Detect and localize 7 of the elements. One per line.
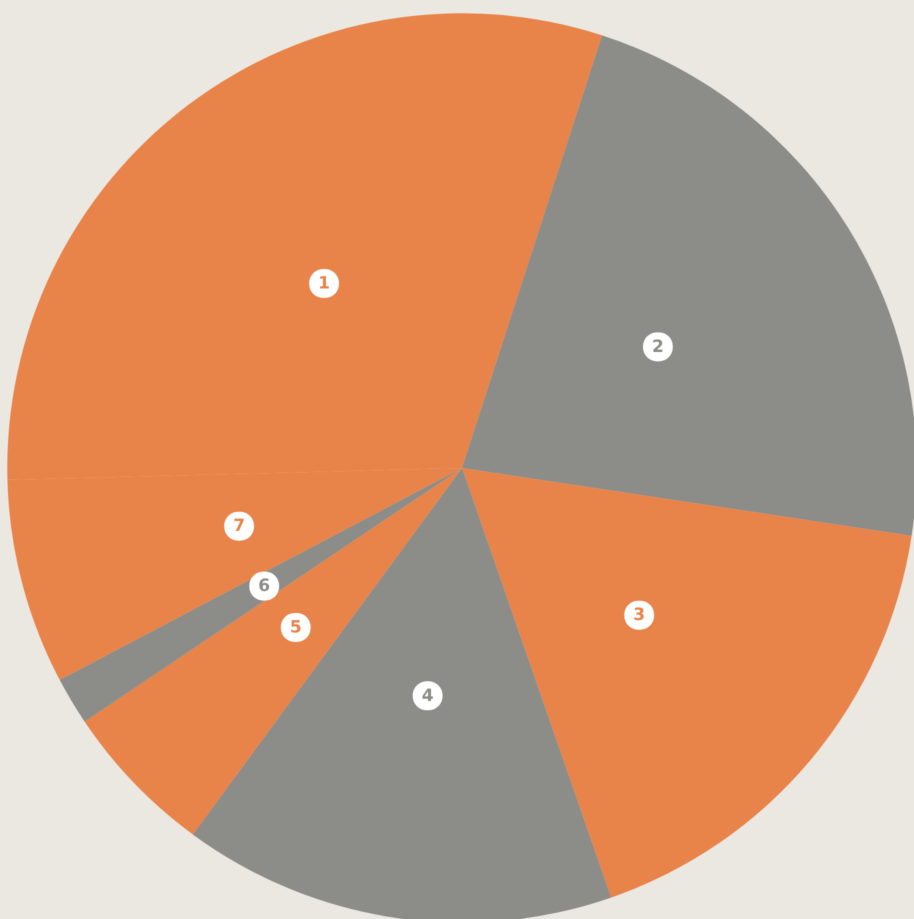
slice-label: 5 xyxy=(290,617,302,638)
slice-label: 3 xyxy=(633,605,646,626)
slice-label: 2 xyxy=(652,336,664,357)
slice-label: 1 xyxy=(318,273,330,294)
slice-label: 7 xyxy=(233,516,246,536)
slice-label: 6 xyxy=(258,576,270,596)
slice-label: 4 xyxy=(422,686,434,706)
